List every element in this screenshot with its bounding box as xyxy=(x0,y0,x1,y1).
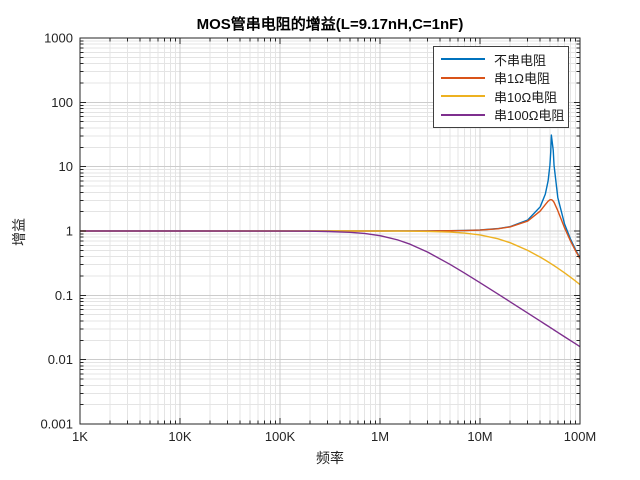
y-tick-label: 10 xyxy=(59,159,73,174)
x-tick-label: 10K xyxy=(168,429,191,444)
x-tick-label: 10M xyxy=(467,429,492,444)
legend-item-2: 串10Ω电阻 xyxy=(434,87,568,105)
y-axis-label: 增益 xyxy=(11,218,27,246)
legend-item-0: 不串电阻 xyxy=(434,50,568,68)
legend-label: 串100Ω电阻 xyxy=(494,108,565,124)
legend: 不串电阻串1Ω电阻串10Ω电阻 串100Ω电阻 xyxy=(433,46,569,128)
y-tick-label: 1000 xyxy=(44,31,73,46)
x-tick-label: 1K xyxy=(72,429,88,444)
x-tick-label: 1M xyxy=(371,429,389,444)
legend-line-swatch xyxy=(441,58,485,61)
legend-label: 串1Ω电阻 xyxy=(494,71,550,87)
y-tick-label: 1 xyxy=(66,224,73,239)
legend-line-swatch xyxy=(441,76,485,79)
x-axis-label: 频率 xyxy=(316,450,344,466)
legend-line-swatch xyxy=(441,113,485,116)
legend-label: 不串电阻 xyxy=(494,52,547,68)
series-line-1 xyxy=(80,198,580,260)
y-tick-label: 100 xyxy=(51,95,73,110)
chart-title: MOS管串电阻的增益(L=9.17nH,C=1nF) xyxy=(196,16,464,33)
legend-item-3: 串100Ω电阻 xyxy=(434,106,568,124)
series-layer xyxy=(80,134,580,348)
series-line-0 xyxy=(80,134,580,259)
x-tick-label: 100M xyxy=(564,429,597,444)
y-tick-label: 0.1 xyxy=(55,288,73,303)
legend-label: 串10Ω电阻 xyxy=(494,89,558,105)
legend-line-swatch xyxy=(441,95,485,98)
legend-item-1: 串1Ω电阻 xyxy=(434,69,568,87)
y-tick-label: 0.001 xyxy=(40,417,73,432)
y-tick-label: 0.01 xyxy=(48,352,73,367)
series-line-3 xyxy=(80,230,580,348)
series-line-2 xyxy=(80,230,580,286)
axes-layer xyxy=(79,37,581,425)
tick-label-layer: 1K 10K 100K 1M 10M 100M 1000 100 10 1 0.1 0.01 0.001 xyxy=(40,31,596,445)
x-tick-label: 100K xyxy=(265,429,296,444)
